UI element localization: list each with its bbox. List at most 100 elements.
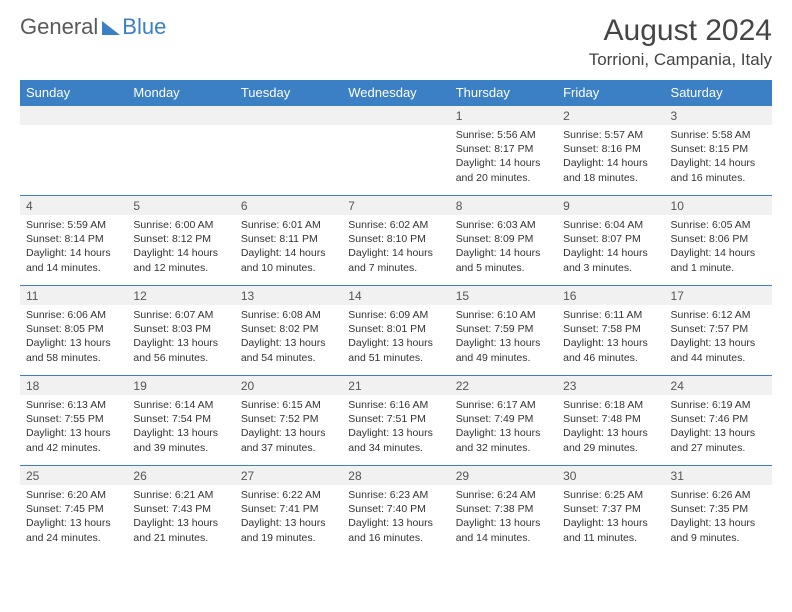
- day-number: 14: [342, 286, 449, 305]
- daylight-line: Daylight: 13 hours and 39 minutes.: [133, 426, 228, 454]
- daylight-line: Daylight: 13 hours and 24 minutes.: [26, 516, 121, 544]
- sunset-line: Sunset: 7:52 PM: [241, 412, 336, 426]
- calendar-day-cell: 24Sunrise: 6:19 AMSunset: 7:46 PMDayligh…: [665, 376, 772, 466]
- calendar-day-cell: 30Sunrise: 6:25 AMSunset: 7:37 PMDayligh…: [557, 466, 664, 556]
- daylight-line: Daylight: 13 hours and 58 minutes.: [26, 336, 121, 364]
- calendar-day-cell: 15Sunrise: 6:10 AMSunset: 7:59 PMDayligh…: [450, 286, 557, 376]
- sunset-line: Sunset: 7:49 PM: [456, 412, 551, 426]
- calendar-week-row: 25Sunrise: 6:20 AMSunset: 7:45 PMDayligh…: [20, 466, 772, 556]
- sunrise-line: Sunrise: 6:14 AM: [133, 398, 228, 412]
- calendar-day-cell: 17Sunrise: 6:12 AMSunset: 7:57 PMDayligh…: [665, 286, 772, 376]
- day-info: Sunrise: 5:59 AMSunset: 8:14 PMDaylight:…: [20, 215, 127, 279]
- day-info: Sunrise: 6:26 AMSunset: 7:35 PMDaylight:…: [665, 485, 772, 549]
- calendar-week-row: 1Sunrise: 5:56 AMSunset: 8:17 PMDaylight…: [20, 106, 772, 196]
- sunrise-line: Sunrise: 6:11 AM: [563, 308, 658, 322]
- weekday-header: Monday: [127, 80, 234, 106]
- calendar-empty-cell: [342, 106, 449, 196]
- day-info: Sunrise: 6:08 AMSunset: 8:02 PMDaylight:…: [235, 305, 342, 369]
- calendar-day-cell: 23Sunrise: 6:18 AMSunset: 7:48 PMDayligh…: [557, 376, 664, 466]
- calendar-day-cell: 9Sunrise: 6:04 AMSunset: 8:07 PMDaylight…: [557, 196, 664, 286]
- logo-triangle-icon: [102, 21, 120, 35]
- calendar-day-cell: 13Sunrise: 6:08 AMSunset: 8:02 PMDayligh…: [235, 286, 342, 376]
- weekday-header: Thursday: [450, 80, 557, 106]
- day-info: Sunrise: 6:21 AMSunset: 7:43 PMDaylight:…: [127, 485, 234, 549]
- daylight-line: Daylight: 13 hours and 14 minutes.: [456, 516, 551, 544]
- calendar-week-row: 4Sunrise: 5:59 AMSunset: 8:14 PMDaylight…: [20, 196, 772, 286]
- sunrise-line: Sunrise: 6:18 AM: [563, 398, 658, 412]
- day-info: Sunrise: 6:22 AMSunset: 7:41 PMDaylight:…: [235, 485, 342, 549]
- day-number-empty: [127, 106, 234, 125]
- calendar-day-cell: 25Sunrise: 6:20 AMSunset: 7:45 PMDayligh…: [20, 466, 127, 556]
- day-number: 18: [20, 376, 127, 395]
- sunset-line: Sunset: 7:57 PM: [671, 322, 766, 336]
- calendar-week-row: 18Sunrise: 6:13 AMSunset: 7:55 PMDayligh…: [20, 376, 772, 466]
- day-info: Sunrise: 6:11 AMSunset: 7:58 PMDaylight:…: [557, 305, 664, 369]
- daylight-line: Daylight: 13 hours and 21 minutes.: [133, 516, 228, 544]
- daylight-line: Daylight: 14 hours and 5 minutes.: [456, 246, 551, 274]
- sunset-line: Sunset: 8:10 PM: [348, 232, 443, 246]
- day-info: Sunrise: 6:14 AMSunset: 7:54 PMDaylight:…: [127, 395, 234, 459]
- calendar-day-cell: 14Sunrise: 6:09 AMSunset: 8:01 PMDayligh…: [342, 286, 449, 376]
- daylight-line: Daylight: 13 hours and 49 minutes.: [456, 336, 551, 364]
- sunrise-line: Sunrise: 5:56 AM: [456, 128, 551, 142]
- daylight-line: Daylight: 13 hours and 42 minutes.: [26, 426, 121, 454]
- sunset-line: Sunset: 8:15 PM: [671, 142, 766, 156]
- sunrise-line: Sunrise: 6:22 AM: [241, 488, 336, 502]
- daylight-line: Daylight: 14 hours and 14 minutes.: [26, 246, 121, 274]
- sunset-line: Sunset: 7:35 PM: [671, 502, 766, 516]
- day-number: 28: [342, 466, 449, 485]
- sunset-line: Sunset: 7:40 PM: [348, 502, 443, 516]
- daylight-line: Daylight: 13 hours and 46 minutes.: [563, 336, 658, 364]
- daylight-line: Daylight: 13 hours and 29 minutes.: [563, 426, 658, 454]
- sunrise-line: Sunrise: 6:16 AM: [348, 398, 443, 412]
- calendar-day-cell: 5Sunrise: 6:00 AMSunset: 8:12 PMDaylight…: [127, 196, 234, 286]
- sunrise-line: Sunrise: 5:57 AM: [563, 128, 658, 142]
- day-info: Sunrise: 6:04 AMSunset: 8:07 PMDaylight:…: [557, 215, 664, 279]
- location: Torrioni, Campania, Italy: [589, 50, 772, 70]
- calendar-empty-cell: [20, 106, 127, 196]
- day-number: 8: [450, 196, 557, 215]
- calendar-day-cell: 7Sunrise: 6:02 AMSunset: 8:10 PMDaylight…: [342, 196, 449, 286]
- sunset-line: Sunset: 8:11 PM: [241, 232, 336, 246]
- sunrise-line: Sunrise: 6:25 AM: [563, 488, 658, 502]
- sunset-line: Sunset: 7:45 PM: [26, 502, 121, 516]
- day-info: Sunrise: 6:24 AMSunset: 7:38 PMDaylight:…: [450, 485, 557, 549]
- day-number: 17: [665, 286, 772, 305]
- day-number: 7: [342, 196, 449, 215]
- day-info: Sunrise: 5:57 AMSunset: 8:16 PMDaylight:…: [557, 125, 664, 189]
- day-info: Sunrise: 6:23 AMSunset: 7:40 PMDaylight:…: [342, 485, 449, 549]
- daylight-line: Daylight: 14 hours and 1 minute.: [671, 246, 766, 274]
- calendar-day-cell: 10Sunrise: 6:05 AMSunset: 8:06 PMDayligh…: [665, 196, 772, 286]
- sunset-line: Sunset: 8:06 PM: [671, 232, 766, 246]
- calendar-day-cell: 27Sunrise: 6:22 AMSunset: 7:41 PMDayligh…: [235, 466, 342, 556]
- day-info: Sunrise: 5:56 AMSunset: 8:17 PMDaylight:…: [450, 125, 557, 189]
- daylight-line: Daylight: 13 hours and 54 minutes.: [241, 336, 336, 364]
- calendar-empty-cell: [235, 106, 342, 196]
- weekday-header: Friday: [557, 80, 664, 106]
- sunset-line: Sunset: 7:55 PM: [26, 412, 121, 426]
- day-number: 31: [665, 466, 772, 485]
- sunset-line: Sunset: 7:43 PM: [133, 502, 228, 516]
- title-block: August 2024 Torrioni, Campania, Italy: [589, 14, 772, 70]
- sunrise-line: Sunrise: 6:24 AM: [456, 488, 551, 502]
- day-number: 20: [235, 376, 342, 395]
- sunrise-line: Sunrise: 6:10 AM: [456, 308, 551, 322]
- sunrise-line: Sunrise: 6:19 AM: [671, 398, 766, 412]
- weekday-header: Wednesday: [342, 80, 449, 106]
- day-info: Sunrise: 6:06 AMSunset: 8:05 PMDaylight:…: [20, 305, 127, 369]
- calendar-day-cell: 22Sunrise: 6:17 AMSunset: 7:49 PMDayligh…: [450, 376, 557, 466]
- sunset-line: Sunset: 7:38 PM: [456, 502, 551, 516]
- sunset-line: Sunset: 7:54 PM: [133, 412, 228, 426]
- sunset-line: Sunset: 8:16 PM: [563, 142, 658, 156]
- day-info: Sunrise: 6:07 AMSunset: 8:03 PMDaylight:…: [127, 305, 234, 369]
- sunset-line: Sunset: 8:17 PM: [456, 142, 551, 156]
- day-info: Sunrise: 6:12 AMSunset: 7:57 PMDaylight:…: [665, 305, 772, 369]
- day-info: Sunrise: 6:13 AMSunset: 7:55 PMDaylight:…: [20, 395, 127, 459]
- sunrise-line: Sunrise: 6:26 AM: [671, 488, 766, 502]
- sunrise-line: Sunrise: 6:12 AM: [671, 308, 766, 322]
- sunset-line: Sunset: 7:41 PM: [241, 502, 336, 516]
- calendar-day-cell: 28Sunrise: 6:23 AMSunset: 7:40 PMDayligh…: [342, 466, 449, 556]
- day-info: Sunrise: 6:01 AMSunset: 8:11 PMDaylight:…: [235, 215, 342, 279]
- logo-text-2: Blue: [122, 14, 166, 40]
- day-info: Sunrise: 6:16 AMSunset: 7:51 PMDaylight:…: [342, 395, 449, 459]
